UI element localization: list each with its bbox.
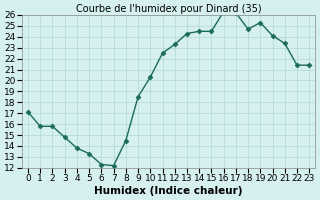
Title: Courbe de l'humidex pour Dinard (35): Courbe de l'humidex pour Dinard (35) <box>76 4 261 14</box>
X-axis label: Humidex (Indice chaleur): Humidex (Indice chaleur) <box>94 186 243 196</box>
